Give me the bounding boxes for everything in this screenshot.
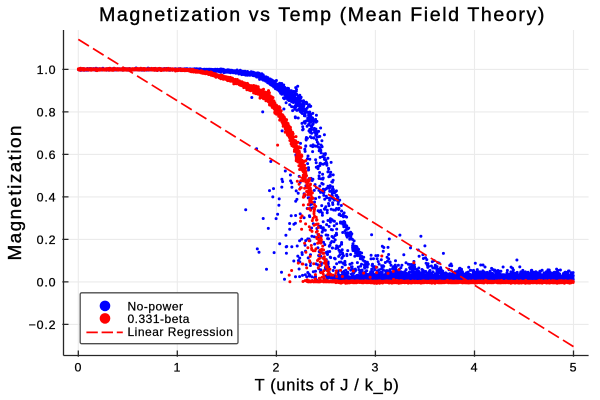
svg-text:1.0: 1.0 — [37, 63, 57, 77]
svg-text:Linear Regression: Linear Regression — [128, 325, 234, 339]
svg-text:0: 0 — [74, 361, 82, 375]
svg-text:4: 4 — [471, 361, 479, 375]
svg-text:0.0: 0.0 — [37, 276, 57, 290]
svg-text:T (units of J / k_b): T (units of J / k_b) — [255, 377, 400, 395]
svg-text:No-power: No-power — [128, 299, 184, 313]
svg-text:2: 2 — [273, 361, 281, 375]
svg-text:Magnetization vs Temp (Mean Fi: Magnetization vs Temp (Mean Field Theory… — [99, 4, 546, 26]
svg-text:Magnetization: Magnetization — [5, 124, 26, 260]
svg-text:0.331-beta: 0.331-beta — [128, 312, 190, 326]
svg-text:1: 1 — [173, 361, 181, 375]
svg-text:0.8: 0.8 — [37, 106, 57, 120]
svg-text:0.2: 0.2 — [37, 233, 57, 247]
svg-text:0.4: 0.4 — [37, 191, 57, 205]
svg-text:3: 3 — [372, 361, 380, 375]
svg-text:0.6: 0.6 — [37, 148, 57, 162]
svg-text:5: 5 — [570, 361, 578, 375]
svg-text:−0.2: −0.2 — [29, 318, 57, 332]
